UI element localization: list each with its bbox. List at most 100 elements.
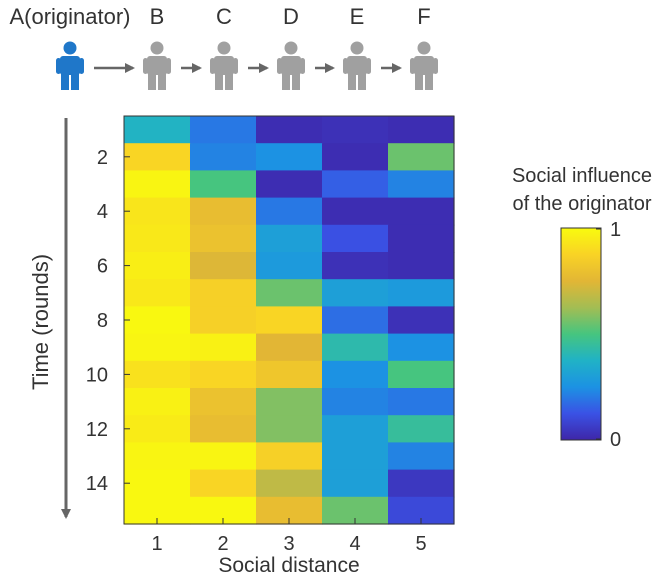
- heatmap-cell: [190, 143, 257, 171]
- heatmap-cell: [124, 170, 191, 199]
- person-icon: [143, 41, 171, 90]
- heatmap-cell: [388, 279, 455, 307]
- heatmap-cell: [322, 360, 389, 389]
- heatmap-cell: [124, 442, 191, 471]
- originator-person-icon: [56, 41, 84, 90]
- heatmap-cell: [190, 306, 257, 335]
- heatmap-cell: [124, 333, 191, 362]
- colorbar: [560, 227, 602, 441]
- heatmap-cell: [322, 279, 389, 307]
- colorbar-max-label: 1: [610, 219, 621, 241]
- heatmap-cell: [256, 469, 323, 498]
- heatmap-cell: [124, 388, 191, 416]
- heatmap-cell: [256, 333, 323, 362]
- heatmap-cell: [322, 469, 389, 498]
- heatmap-cell: [322, 415, 389, 443]
- heatmap-cell: [190, 116, 257, 144]
- heatmap-cell: [322, 170, 389, 199]
- heatmap-cell: [256, 116, 323, 144]
- heatmap-cell: [124, 143, 191, 171]
- heatmap-cell: [322, 333, 389, 362]
- heatmap-cell: [388, 224, 455, 253]
- y-tick-label: 2: [97, 147, 108, 169]
- heatmap-cell: [256, 360, 323, 389]
- heatmap-cell: [388, 197, 455, 226]
- heatmap-cell: [322, 442, 389, 471]
- heatmap-cell: [388, 170, 455, 199]
- heatmap-cell: [124, 279, 191, 307]
- x-tick-label: 5: [415, 533, 426, 555]
- heatmap-cell: [322, 116, 389, 144]
- heatmap-cell: [322, 388, 389, 416]
- heatmap-cell: [388, 360, 455, 389]
- heatmap-cell: [256, 306, 323, 335]
- heatmap-cell: [190, 415, 257, 443]
- heatmap-cell: [388, 143, 455, 171]
- heatmap-cell: [322, 143, 389, 171]
- heatmap-cell: [124, 306, 191, 335]
- heatmap-cell: [190, 170, 257, 199]
- y-tick-label: 8: [97, 310, 108, 332]
- person-label: C: [216, 4, 232, 29]
- y-ticks: 2 4 6 8 10 12 14: [86, 147, 130, 495]
- colorbar-min-label: 0: [610, 429, 621, 451]
- heatmap-cell: [190, 252, 257, 280]
- heatmap-cell: [124, 252, 191, 280]
- heatmap-cell: [388, 415, 455, 443]
- heatmap-cell: [124, 469, 191, 498]
- heatmap-cell: [388, 116, 455, 144]
- heatmap-cell: [256, 415, 323, 443]
- heatmap-cell: [124, 116, 191, 144]
- y-tick-label: 12: [86, 419, 108, 441]
- heatmap-cell: [322, 252, 389, 280]
- x-tick-label: 3: [283, 533, 294, 555]
- heatmap-cell: [322, 197, 389, 226]
- person-icon: [343, 41, 371, 90]
- x-tick-label: 2: [217, 533, 228, 555]
- heatmap-cell: [190, 360, 257, 389]
- heatmap-cell: [322, 306, 389, 335]
- propagation-chain: A(originator) B C D E F: [9, 4, 438, 90]
- heatmap: [124, 116, 455, 525]
- heatmap-cell: [256, 442, 323, 471]
- y-tick-label: 14: [86, 473, 108, 495]
- person-icon: [410, 41, 438, 90]
- heatmap-cell: [388, 252, 455, 280]
- x-ticks: 1 2 3 4 5: [151, 518, 427, 555]
- heatmap-cell: [256, 279, 323, 307]
- x-tick-label: 1: [151, 533, 162, 555]
- heatmap-cell: [124, 360, 191, 389]
- person-label: B: [150, 4, 165, 29]
- heatmap-cell: [190, 333, 257, 362]
- heatmap-cell: [190, 469, 257, 498]
- heatmap-cell: [256, 252, 323, 280]
- heatmap-cell: [190, 279, 257, 307]
- heatmap-cell: [388, 333, 455, 362]
- heatmap-cell: [124, 197, 191, 226]
- heatmap-cell: [256, 197, 323, 226]
- heatmap-cell: [388, 388, 455, 416]
- heatmap-cell: [124, 224, 191, 253]
- y-tick-label: 4: [97, 201, 108, 223]
- heatmap-cell: [256, 143, 323, 171]
- heatmap-cell: [388, 469, 455, 498]
- person-label: A(originator): [9, 4, 130, 29]
- colorbar-title-line2: of the originator: [513, 193, 652, 215]
- y-tick-label: 10: [86, 364, 108, 386]
- person-label: F: [417, 4, 430, 29]
- heatmap-cell: [256, 224, 323, 253]
- colorbar-title-line1: Social influence: [512, 165, 652, 187]
- heatmap-cell: [124, 415, 191, 443]
- heatmap-cell: [190, 197, 257, 226]
- heatmap-cell: [388, 442, 455, 471]
- person-label: D: [283, 4, 299, 29]
- heatmap-cell: [388, 306, 455, 335]
- heatmap-cell: [190, 224, 257, 253]
- heatmap-cell: [190, 442, 257, 471]
- heatmap-cell: [256, 388, 323, 416]
- person-label: E: [350, 4, 365, 29]
- person-icon: [277, 41, 305, 90]
- y-axis-label: Time (rounds): [28, 254, 53, 390]
- heatmap-cell: [256, 170, 323, 199]
